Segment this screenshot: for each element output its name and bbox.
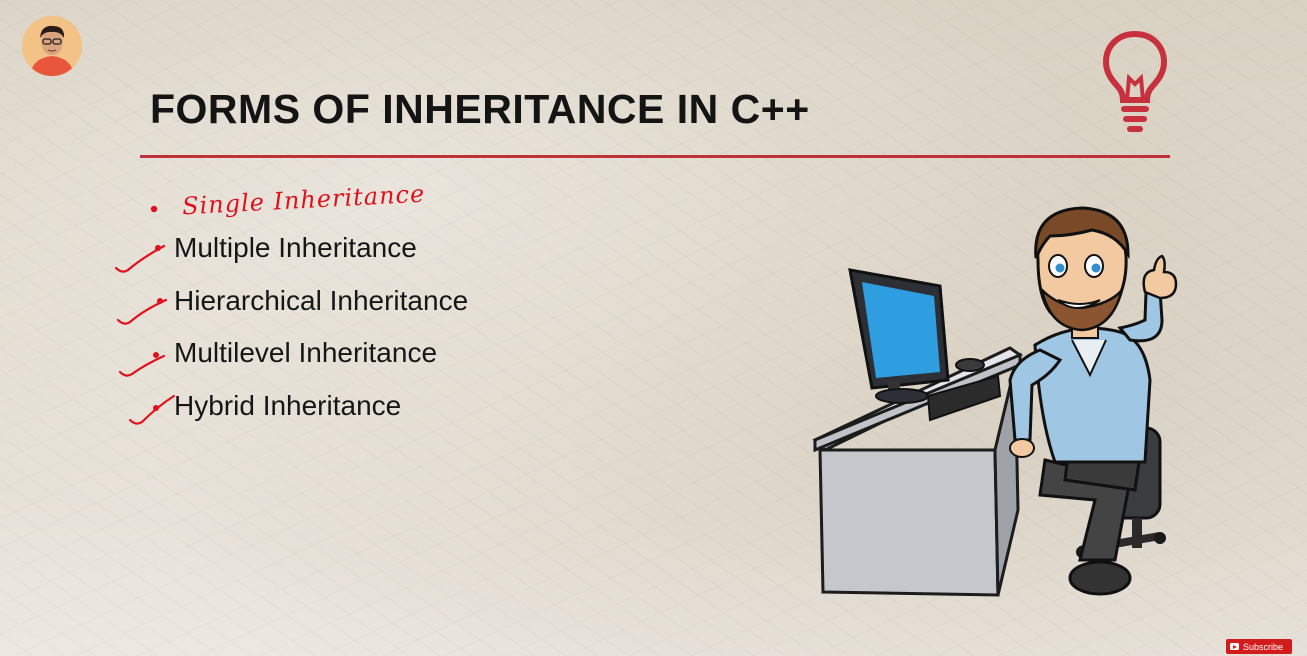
checkmark-icon	[116, 298, 168, 325]
handwritten-bullet	[150, 205, 158, 213]
title-divider	[140, 155, 1170, 158]
slide-title: FORMS OF INHERITANCE IN C++	[150, 86, 810, 132]
list-item: Hybrid Inheritance	[174, 390, 402, 421]
list-item: Multilevel Inheritance	[174, 337, 438, 368]
list-item: Hierarchical Inheritance	[174, 285, 469, 316]
checkmark-icon	[118, 352, 166, 377]
programmer-illustration	[812, 206, 1178, 597]
channel-avatar[interactable]	[22, 16, 82, 76]
subscribe-play-icon	[1230, 643, 1239, 650]
subscribe-label: Subscribe	[1243, 641, 1284, 652]
lightbulb-icon	[1102, 30, 1168, 132]
list-item: Multiple Inheritance	[174, 232, 417, 263]
checkmark-icon	[114, 244, 166, 273]
avatar-portrait	[22, 16, 82, 76]
checkmark-icon	[128, 394, 176, 425]
subscribe-button[interactable]: Subscribe	[1226, 639, 1292, 654]
